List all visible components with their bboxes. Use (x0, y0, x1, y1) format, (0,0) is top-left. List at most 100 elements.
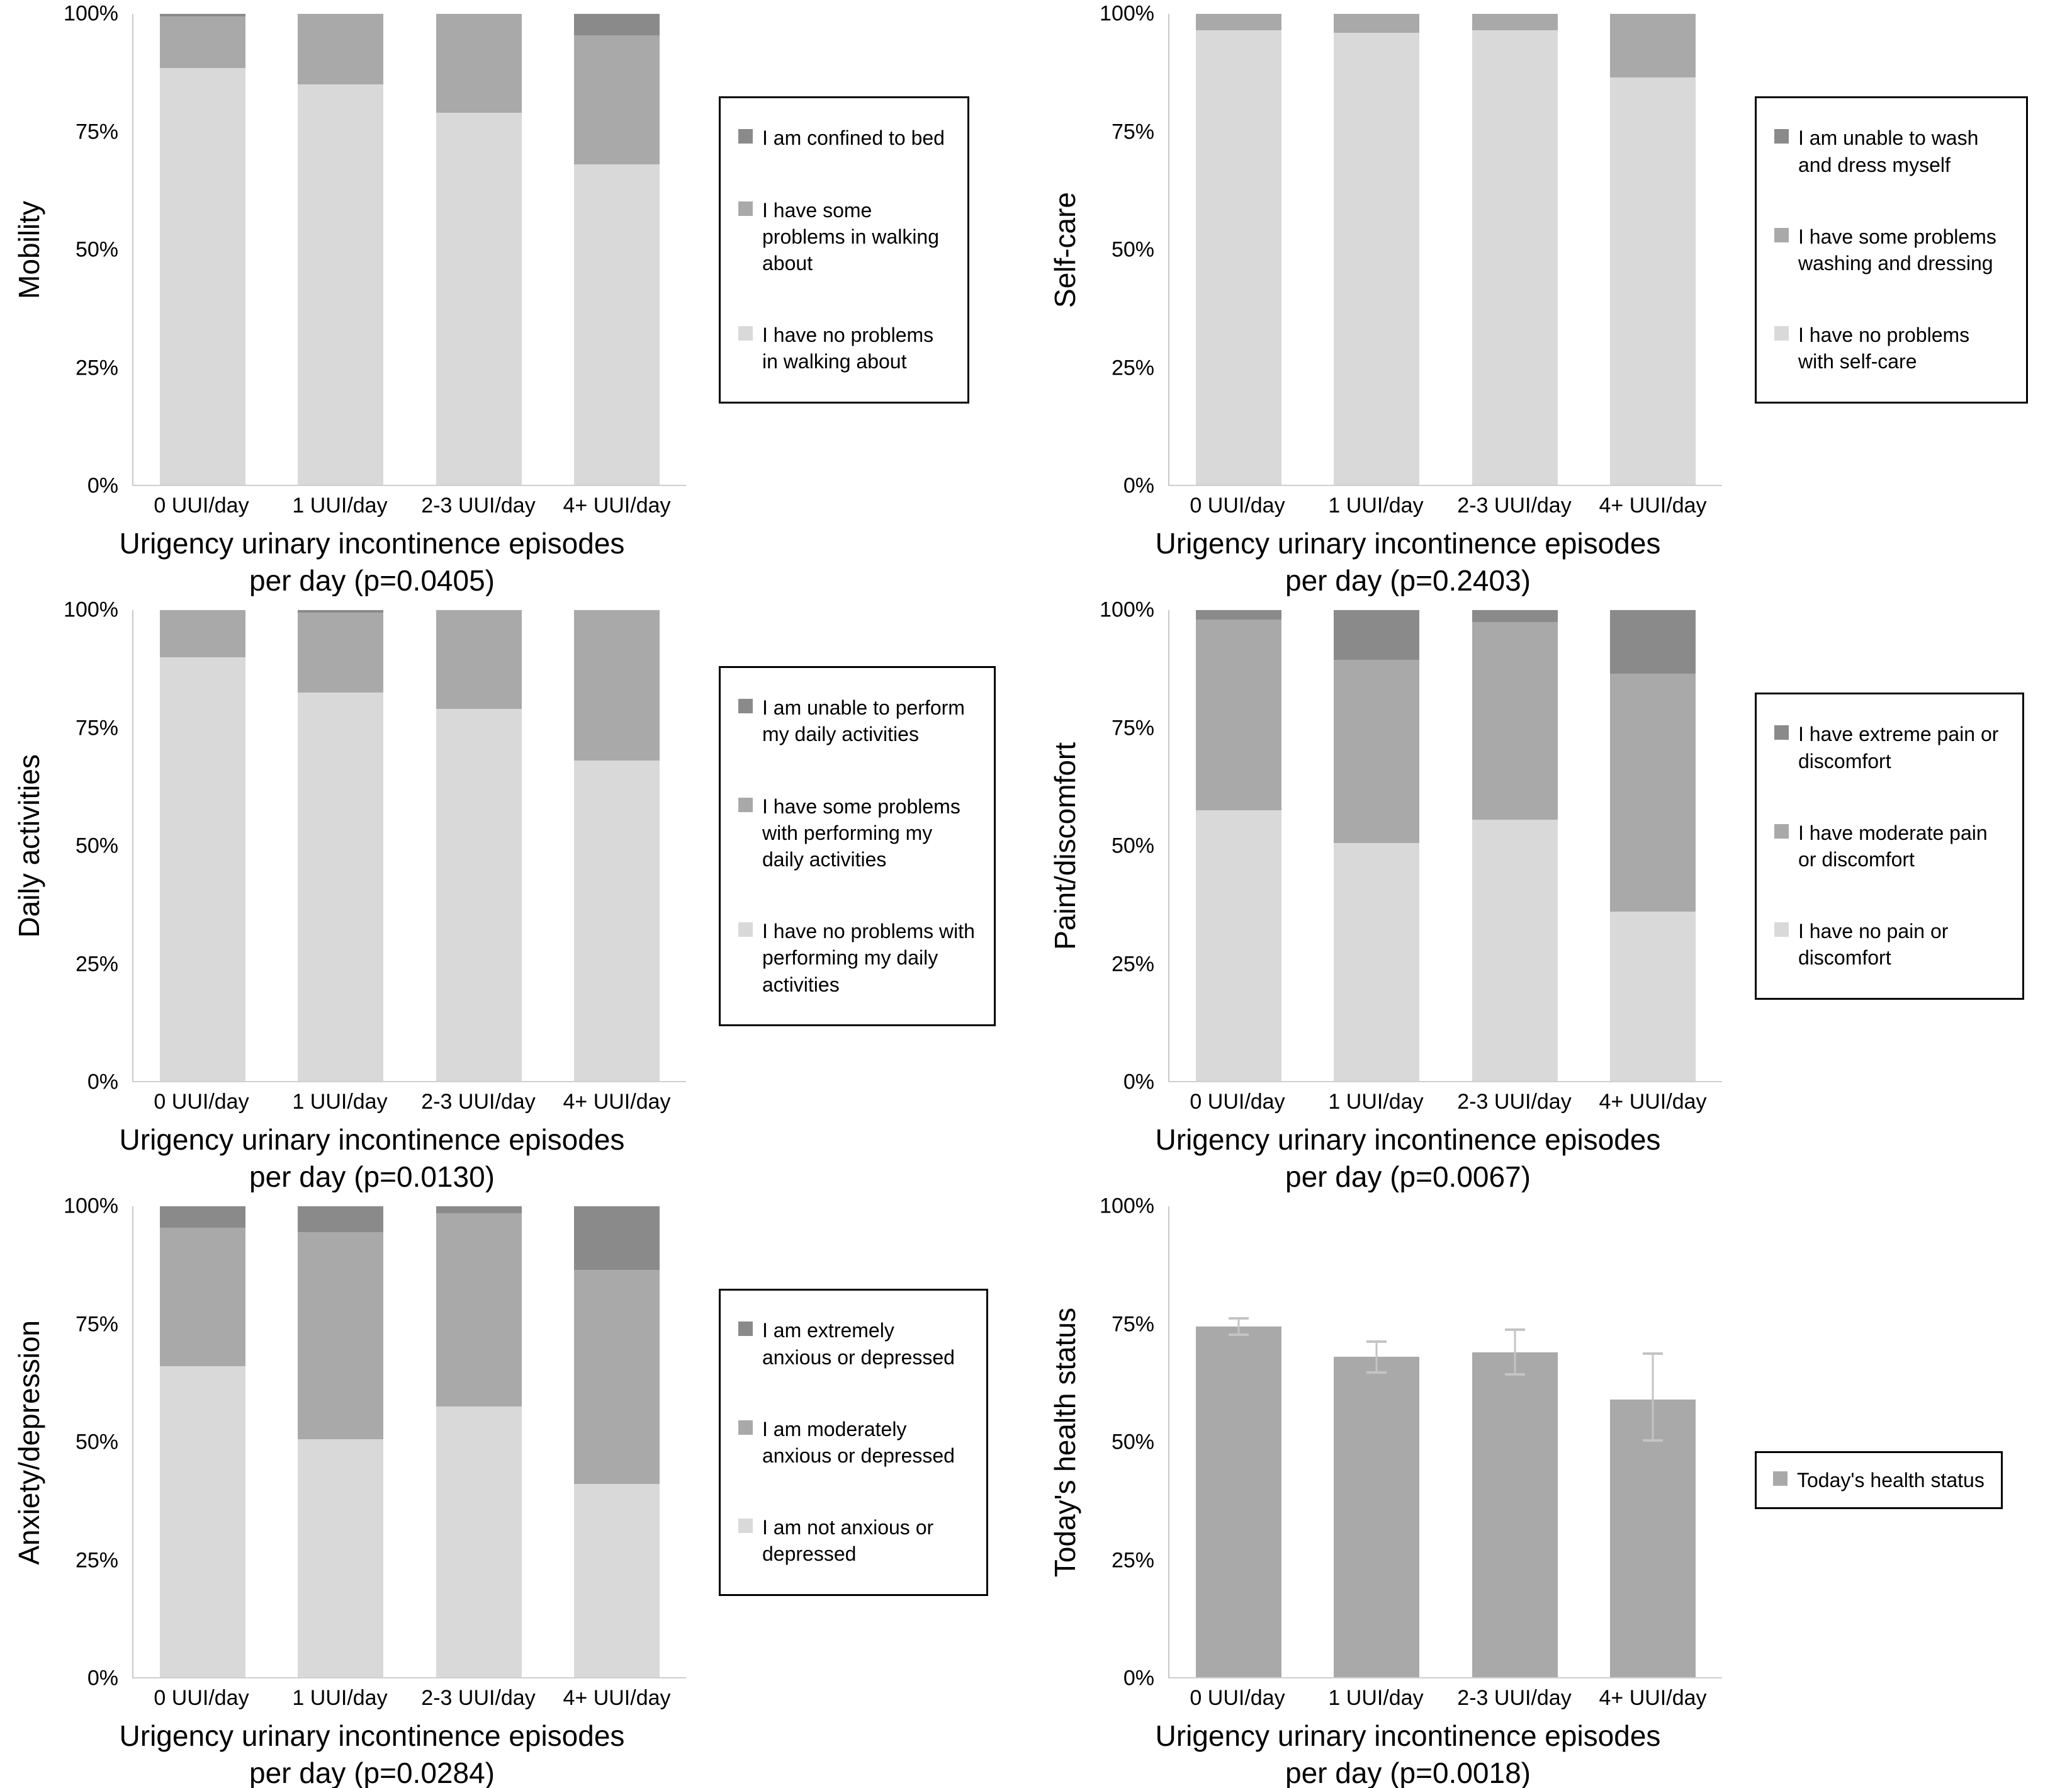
legend-swatch-icon (1774, 725, 1789, 740)
y-tick-label: 25% (1111, 356, 1154, 380)
legend-cell: I have extreme pain or discomfort I have … (1722, 610, 2072, 1082)
x-tick-label: 0 UUI/day (1190, 1089, 1285, 1114)
x-tick-label: 2-3 UUI/day (1457, 1685, 1572, 1710)
x-tick-label: 0 UUI/day (154, 1685, 249, 1710)
y-tick-label: 25% (75, 1548, 118, 1572)
bar-segment-medium (1472, 14, 1558, 31)
y-tick-label: 25% (75, 356, 118, 380)
legend-label: I have no pain or discomfort (1798, 920, 1949, 970)
bar-slot (548, 610, 687, 1081)
error-bar-cap-top (1504, 1328, 1525, 1332)
y-tick-label: 0% (1123, 473, 1154, 498)
bar-segment-light (436, 1406, 522, 1677)
x-axis-title-line-1: Urigency urinary incontinence episodes (1155, 1719, 1661, 1752)
bar (1334, 1206, 1420, 1677)
legend: I am extremely anxious or depressed I am … (719, 1289, 988, 1596)
chart-panel: Anxiety/depression 100% 75% 50% 25% 0% 0 UUI… (0, 1192, 1036, 1788)
bar-slot (1308, 610, 1446, 1081)
x-axis-ticks: 0 UUI/day 1 UUI/day 2-3 UUI/day 4+ UUI/day (132, 486, 686, 525)
plot-area (132, 610, 686, 1082)
bar-slot (133, 610, 272, 1081)
y-tick-label: 0% (87, 1070, 118, 1094)
bar-slot (1584, 610, 1723, 1081)
stacked-bar (159, 1206, 245, 1677)
x-tick-label: 1 UUI/day (1328, 493, 1424, 518)
bar-slot (1308, 14, 1446, 485)
bar-segment-medium (574, 610, 660, 761)
legend-label: I have no problems with performing my da… (762, 920, 975, 996)
legend: I am unable to perform my daily activiti… (719, 666, 996, 1026)
legend-swatch-icon (738, 699, 753, 714)
bar-segment-light (574, 164, 660, 485)
y-axis-title-cell: Daily activities (0, 610, 58, 1082)
legend-swatch-icon (738, 797, 753, 812)
legend-label: I am unable to perform my daily activiti… (762, 696, 965, 746)
x-tick-label: 0 UUI/day (1190, 493, 1285, 518)
x-axis-ticks: 0 UUI/day 1 UUI/day 2-3 UUI/day 4+ UUI/day (132, 1678, 686, 1717)
y-axis-ticks: 100% 75% 50% 25% 0% (1094, 2, 1168, 498)
legend: I am unable to wash and dress myself I ha… (1755, 96, 2028, 404)
stacked-bar (159, 14, 245, 485)
bar-segment-dark (1334, 610, 1420, 660)
bar-segment-bar_single (1334, 1357, 1420, 1677)
bar-segment-light (1195, 810, 1281, 1081)
legend-cell: I am extremely anxious or depressed I am … (686, 1206, 1036, 1678)
bar-segment-medium (1195, 619, 1281, 810)
chart-panel: Self-care 100% 75% 50% 25% 0% 0 UUI/day 1 UUI… (1036, 0, 2072, 596)
y-axis-title: Daily activities (13, 754, 45, 938)
bar-segment-light (1610, 77, 1696, 485)
bar-slot (548, 14, 687, 485)
y-axis-title-cell: Self-care (1036, 14, 1094, 486)
error-bar-line (1514, 1328, 1516, 1376)
x-axis-title-line-1: Urigency urinary incontinence episodes (119, 1719, 625, 1752)
bar-segment-medium (1334, 14, 1420, 33)
bar-segment-dark (1195, 610, 1281, 620)
x-axis-title-line-2: per day (p=0.0130) (249, 1160, 495, 1192)
bar-segment-dark (298, 1206, 384, 1233)
legend-item: I am unable to perform my daily activiti… (738, 694, 976, 747)
legend-item: I have no problems with self-care (1774, 322, 2008, 375)
legend-swatch-icon (1774, 227, 1789, 242)
bar-slot (548, 1206, 687, 1677)
plot-area (132, 14, 686, 486)
x-axis-title-line-2: per day (p=0.0067) (1285, 1160, 1531, 1192)
bar-slot (1169, 1206, 1308, 1677)
stacked-bar (1610, 14, 1696, 485)
error-bar-cap-top (1643, 1352, 1664, 1355)
legend-swatch-icon (738, 201, 753, 216)
bar-segment-light (298, 692, 384, 1081)
error-bar-cap-top (1366, 1340, 1387, 1344)
x-tick-label: 4+ UUI/day (1599, 493, 1707, 518)
x-axis-title: Urigency urinary incontinence episodes p… (58, 1121, 686, 1192)
legend-item: I have some problems washing and dressin… (1774, 224, 2008, 276)
legend-item: I am extremely anxious or depressed (738, 1317, 969, 1370)
legend-swatch-icon (738, 326, 753, 341)
bar-segment-light (159, 1366, 245, 1677)
bar-segment-medium (1472, 621, 1558, 820)
y-tick-label: 0% (87, 473, 118, 498)
legend-cell: I am unable to wash and dress myself I ha… (1722, 14, 2072, 486)
y-tick-label: 50% (75, 237, 118, 262)
x-axis-title-line-2: per day (p=0.0018) (1285, 1756, 1531, 1788)
legend-cell: Today's health status (1722, 1206, 2072, 1678)
x-tick-label: 0 UUI/day (154, 1089, 249, 1114)
y-tick-label: 0% (1123, 1070, 1154, 1094)
legend-label: I have some problems in walking about (762, 198, 940, 274)
legend-item: I have some problems in walking about (738, 197, 950, 277)
bar-segment-light (159, 68, 245, 485)
bar-slot (272, 1206, 410, 1677)
legend-item: I have no pain or discomfort (1774, 918, 2005, 971)
x-tick-label: 2-3 UUI/day (421, 1089, 536, 1114)
legend-item: I have extreme pain or discomfort (1774, 721, 2005, 774)
stacked-bar (436, 14, 522, 485)
bar-segment-medium (574, 1270, 660, 1485)
x-axis-title: Urigency urinary incontinence episodes p… (1094, 1121, 1722, 1192)
error-bar-line (1652, 1352, 1654, 1442)
x-tick-label: 1 UUI/day (1328, 1685, 1424, 1710)
error-bar-cap-bottom (1228, 1333, 1249, 1336)
stacked-bar (574, 610, 660, 1081)
legend-item: I am not anxious or depressed (738, 1514, 969, 1567)
x-axis-title: Urigency urinary incontinence episodes p… (1094, 1717, 1722, 1788)
stacked-bar (1610, 610, 1696, 1081)
bar-slot (410, 1206, 548, 1677)
